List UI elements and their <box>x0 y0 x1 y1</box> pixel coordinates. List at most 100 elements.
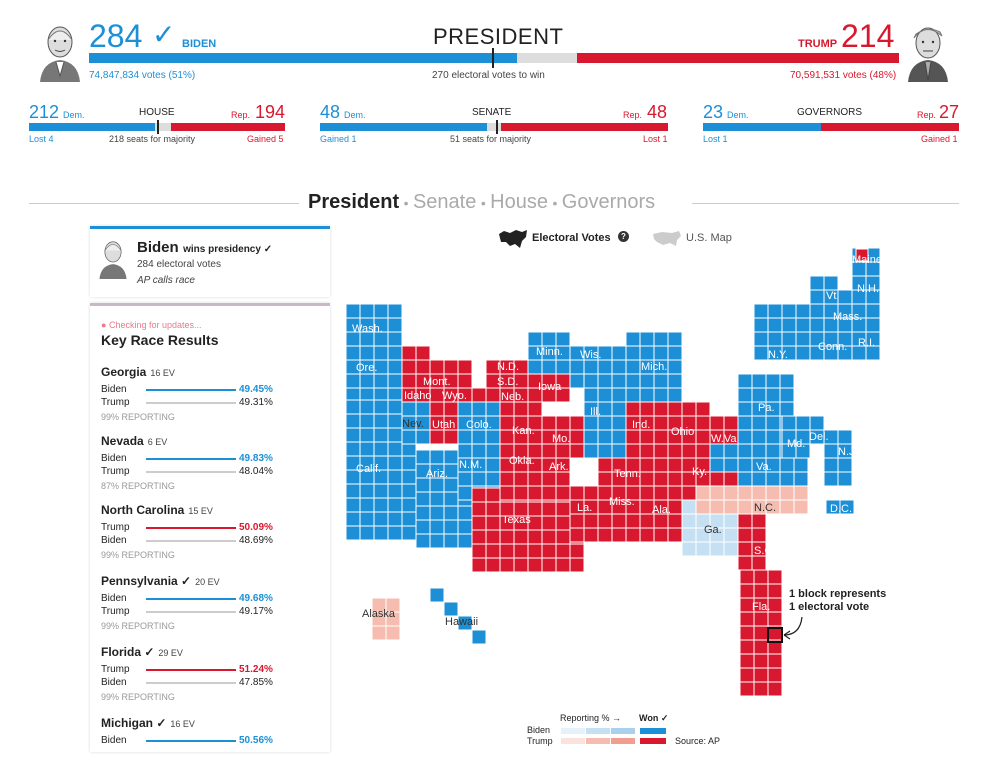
house-rep-bar <box>171 123 285 131</box>
state-arkansas[interactable] <box>541 457 571 501</box>
ev-block <box>837 331 853 347</box>
state-wisconsin[interactable] <box>569 345 627 389</box>
ev-block <box>359 427 375 443</box>
state-michigan[interactable] <box>625 331 683 403</box>
ev-block <box>527 443 543 459</box>
race-reporting: 99% REPORTING <box>101 550 175 560</box>
ev-block <box>653 331 669 347</box>
state-north-carolina[interactable] <box>695 485 809 515</box>
ev-block <box>485 543 501 559</box>
ev-block <box>723 443 739 459</box>
chamber-governors[interactable]: 23 Dem. GOVERNORS Rep. 27 Lost 1 Gained … <box>703 102 959 148</box>
ev-block <box>401 415 417 431</box>
ev-block <box>739 681 755 697</box>
toggle-electoral-votes[interactable]: Electoral Votes <box>532 232 611 244</box>
electoral-map-icon[interactable] <box>498 228 528 255</box>
chamber-senate[interactable]: 48 Dem. SENATE Rep. 48 Gained 1 51 seats… <box>320 102 668 148</box>
ev-block <box>569 345 585 361</box>
state-nevada-pending[interactable] <box>401 401 431 445</box>
state-new-jersey[interactable] <box>823 429 853 487</box>
race-leader-name: Biden <box>101 735 127 746</box>
senate-majority-marker <box>496 120 498 134</box>
tab-senate[interactable]: Senate <box>412 191 477 213</box>
race-second-name: Trump <box>101 397 130 408</box>
ev-block <box>527 373 543 389</box>
state-florida[interactable] <box>739 569 783 697</box>
state-maryland[interactable] <box>781 415 811 459</box>
ev-block <box>597 513 613 529</box>
ev-block <box>387 497 403 513</box>
state-illinois[interactable] <box>583 387 627 459</box>
state-texas[interactable] <box>471 487 585 573</box>
state-virginia[interactable] <box>737 443 809 487</box>
key-race[interactable]: North Carolina 15 EV Trump 50.09% Biden 48.69… <box>101 501 301 560</box>
state-dc[interactable] <box>825 499 855 515</box>
ev-block <box>401 469 417 485</box>
state-south-carolina[interactable] <box>737 513 767 571</box>
state-hawaii-2[interactable] <box>443 601 459 617</box>
ev-block <box>865 289 881 305</box>
ev-block <box>781 345 797 361</box>
state-hawaii-3[interactable] <box>457 615 473 631</box>
state-rhode-island[interactable] <box>851 331 881 361</box>
key-race[interactable]: Georgia 16 EV Biden 49.45% Trump 49.31% 99% RE… <box>101 363 301 422</box>
key-race[interactable]: Michigan ✓ 16 EV Biden 50.56% <box>101 714 301 752</box>
ev-block <box>625 359 641 375</box>
trump-portrait <box>906 20 950 82</box>
state-california[interactable] <box>345 399 417 541</box>
state-minnesota[interactable] <box>527 331 571 375</box>
state-alaska[interactable] <box>371 597 401 641</box>
ev-block <box>709 541 725 557</box>
ev-block <box>345 497 361 513</box>
key-race[interactable]: Nevada 6 EV Biden 49.83% Trump 48.04% 87% REPO… <box>101 432 301 491</box>
ev-block <box>795 345 811 361</box>
ev-block <box>457 443 473 459</box>
state-hawaii-1[interactable] <box>429 587 445 603</box>
legend-biden-mid <box>586 728 610 734</box>
state-vermont[interactable] <box>809 275 839 305</box>
state-wyoming[interactable] <box>457 387 487 403</box>
state-louisiana[interactable] <box>569 485 599 543</box>
state-hawaii-4[interactable] <box>471 629 487 645</box>
state-missouri[interactable] <box>541 415 585 459</box>
ev-block <box>767 597 783 613</box>
chamber-house[interactable]: 212 Dem. HOUSE Rep. 194 Lost 4 218 seats… <box>29 102 285 148</box>
ev-block <box>865 303 881 319</box>
ev-block <box>499 471 515 487</box>
state-colorado[interactable] <box>457 401 501 445</box>
state-delaware[interactable] <box>809 415 825 445</box>
ev-block <box>443 373 459 389</box>
key-race[interactable]: Florida ✓ 29 EV Trump 51.24% Biden 47.85% 99% … <box>101 643 301 702</box>
tab-house[interactable]: House <box>490 191 548 213</box>
state-west-virginia[interactable] <box>709 415 739 445</box>
state-connecticut[interactable] <box>809 331 853 361</box>
us-map-icon[interactable] <box>652 230 682 253</box>
race-leader-pct: 50.56% <box>239 735 273 746</box>
toggle-us-map[interactable]: U.S. Map <box>686 232 732 244</box>
state-mississippi[interactable] <box>597 485 641 543</box>
ev-block <box>767 345 783 361</box>
state-alabama[interactable] <box>639 485 683 543</box>
tab-governors[interactable]: Governors <box>561 191 656 213</box>
senate-dem-bar <box>320 123 487 131</box>
race-second-pct: 47.85% <box>239 677 273 688</box>
race-ev: 29 EV <box>158 648 183 658</box>
ev-block <box>359 455 375 471</box>
state-utah[interactable] <box>429 401 459 445</box>
ev-block <box>359 469 375 485</box>
ev-block <box>709 485 725 501</box>
biden-portrait <box>38 20 82 82</box>
help-icon[interactable]: ? <box>618 231 629 242</box>
ev-block <box>443 449 459 465</box>
ev-block <box>695 499 711 515</box>
state-iowa[interactable] <box>527 373 571 403</box>
ev-block <box>401 455 417 471</box>
race-second-pct: 49.31% <box>239 397 273 408</box>
ev-block <box>823 429 839 445</box>
state-oregon[interactable] <box>345 345 403 403</box>
state-pennsylvania[interactable] <box>737 373 795 445</box>
senate-undecided-bar <box>487 123 501 131</box>
ev-block <box>837 289 853 305</box>
tab-president[interactable]: President <box>308 191 400 213</box>
key-race[interactable]: Pennsylvania ✓ 20 EV Biden 49.68% Trump 49.17… <box>101 572 301 631</box>
